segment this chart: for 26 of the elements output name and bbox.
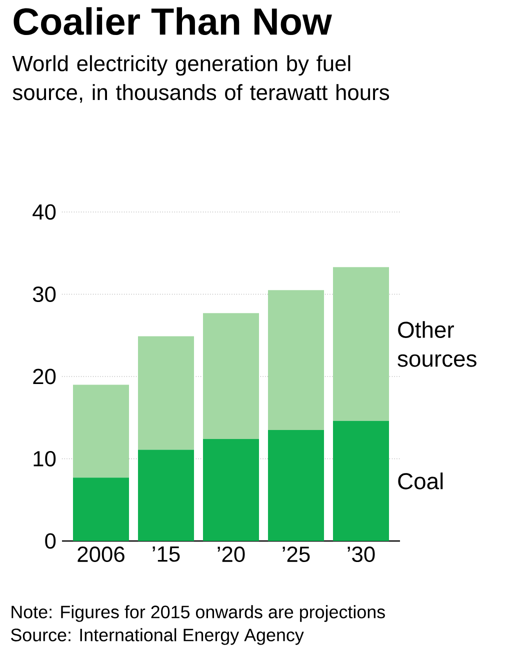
bar [138, 336, 194, 450]
y-tick-label: 20 [33, 368, 56, 384]
x-tick-label: ’15 [152, 546, 180, 562]
x-tick-label: ’30 [348, 546, 375, 562]
series-label: Other sources [398, 321, 476, 367]
bar [73, 478, 129, 541]
bar [203, 313, 259, 440]
bar [333, 420, 389, 541]
chart-subtitle: World electricity generation by fuel source, in thousands of terawatt hours [12, 55, 390, 103]
bar [333, 267, 389, 421]
x-tick-label: ’20 [218, 546, 245, 562]
chart-title: Coalier Than Now [14, 7, 332, 36]
text: Note: Figures for 2015 onwards are projections [12, 605, 385, 622]
series-label: Coal [398, 472, 443, 490]
bar [268, 430, 324, 541]
y-tick-label: 10 [34, 450, 56, 467]
source-note: Source: International Energy Agency [11, 628, 304, 645]
bar [203, 439, 259, 541]
bar [138, 450, 194, 541]
y-tick-label: 30 [32, 286, 56, 302]
x-tick-label: 2006 [78, 546, 124, 562]
bar [268, 290, 324, 430]
y-tick-label: 40 [32, 204, 56, 220]
y-tick-label: 0 [45, 533, 56, 549]
x-tick-label: ’25 [282, 546, 310, 562]
bar [73, 384, 129, 478]
